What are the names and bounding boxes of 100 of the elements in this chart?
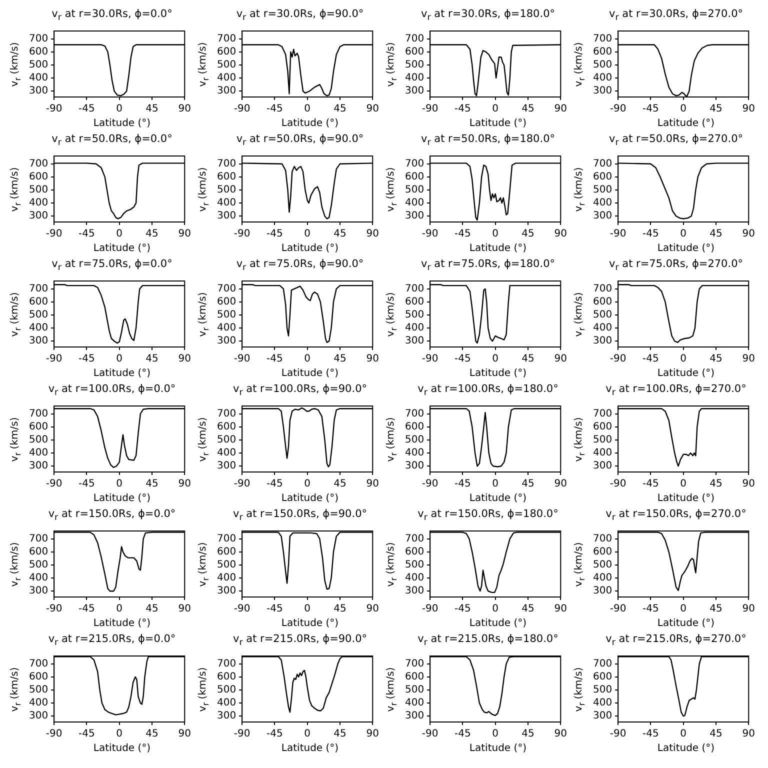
chart-title: v$_{r}$ at r=215.0Rs, ϕ=90.0° [232, 633, 368, 648]
y-tick-label: 400 [404, 198, 424, 209]
y-tick-label: 700 [592, 533, 612, 544]
y-tick-label: 500 [404, 684, 424, 696]
x-axis-title: Latitude (°) [92, 493, 152, 504]
y-tick-label: 400 [28, 198, 48, 209]
y-tick-label: 400 [592, 572, 612, 584]
x-tick-label: -90 [234, 604, 250, 615]
x-tick-label: -45 [266, 604, 283, 615]
x-tick-label: 90 [554, 604, 568, 615]
y-tick-label: 700 [28, 658, 48, 670]
x-tick-label: -45 [266, 228, 283, 240]
x-tick-label: 45 [522, 354, 534, 365]
y-tick-label: 700 [28, 533, 48, 544]
x-axis-title: Latitude (°) [468, 743, 528, 754]
y-tick-label: 300 [592, 460, 612, 472]
y-tick-label: 700 [28, 158, 48, 170]
x-tick-label: -90 [46, 604, 62, 615]
y-tick-label: 600 [404, 422, 424, 433]
y-tick-label: 700 [404, 33, 424, 44]
x-tick-label: 90 [178, 228, 192, 240]
x-tick-label: -90 [234, 228, 250, 240]
y-tick-label: 700 [592, 658, 612, 670]
x-tick-label: -45 [266, 478, 283, 490]
x-axis-title: Latitude (°) [656, 618, 716, 629]
y-tick-label: 300 [28, 586, 48, 597]
y-tick-label: 300 [404, 336, 424, 347]
y-tick-label: 400 [592, 198, 612, 209]
x-tick-label: -45 [266, 354, 283, 365]
y-tick-label: 600 [216, 172, 236, 183]
y-tick-label: 700 [216, 658, 236, 670]
x-tick-label: 0 [492, 728, 499, 740]
y-tick-label: 600 [592, 546, 612, 558]
y-tick-label: 500 [216, 184, 236, 196]
chart-title: v$_{r}$ at r=50.0Rs, ϕ=180.0° [420, 133, 556, 148]
y-tick-label: 500 [28, 684, 48, 696]
chart-title: v$_{r}$ at r=215.0Rs, ϕ=0.0° [47, 633, 177, 648]
y-tick-label: 300 [216, 460, 236, 472]
y-tick-label: 700 [216, 283, 236, 294]
chart-title: v$_{r}$ at r=215.0Rs, ϕ=180.0° [416, 633, 560, 648]
x-tick-label: -90 [46, 354, 62, 365]
y-tick-label: 300 [216, 710, 236, 722]
y-tick-label: 400 [216, 72, 236, 84]
y-tick-label: 500 [216, 560, 236, 571]
y-tick-label: 700 [404, 283, 424, 294]
y-tick-label: 300 [592, 210, 612, 222]
x-tick-label: 0 [680, 228, 687, 240]
chart-title: v$_{r}$ at r=100.0Rs, ϕ=90.0° [232, 383, 368, 398]
y-tick-label: 400 [216, 448, 236, 459]
y-tick-label: 500 [404, 184, 424, 196]
x-tick-label: 0 [492, 228, 499, 240]
x-tick-label: 45 [710, 728, 722, 740]
y-tick-label: 400 [404, 572, 424, 584]
x-axis-title: Latitude (°) [656, 493, 716, 504]
x-tick-label: 0 [116, 478, 123, 490]
y-tick-label: 700 [216, 408, 236, 420]
x-tick-label: 0 [304, 228, 311, 240]
x-tick-label: 90 [366, 104, 380, 115]
y-tick-label: 600 [28, 422, 48, 433]
x-tick-label: -45 [78, 478, 95, 490]
x-tick-label: 90 [554, 728, 568, 740]
y-tick-label: 400 [28, 698, 48, 709]
y-tick-label: 300 [592, 86, 612, 97]
x-tick-label: 0 [116, 604, 123, 615]
x-axis-title: Latitude (°) [468, 493, 528, 504]
y-tick-label: 300 [28, 336, 48, 347]
x-tick-label: -90 [610, 104, 626, 115]
x-axis-title: Latitude (°) [280, 368, 340, 379]
x-tick-label: 0 [680, 478, 687, 490]
y-tick-label: 600 [28, 546, 48, 558]
chart-title: v$_{r}$ at r=75.0Rs, ϕ=0.0° [50, 258, 174, 274]
y-tick-label: 500 [592, 434, 612, 446]
y-tick-label: 600 [216, 546, 236, 558]
chart-title: v$_{r}$ at r=150.0Rs, ϕ=90.0° [232, 508, 368, 524]
x-axis-title: Latitude (°) [468, 618, 528, 629]
x-tick-label: 45 [710, 354, 722, 365]
y-tick-label: 500 [404, 560, 424, 571]
y-tick-label: 600 [404, 672, 424, 683]
x-tick-label: 45 [334, 478, 346, 490]
y-tick-label: 700 [216, 158, 236, 170]
y-tick-label: 600 [404, 46, 424, 58]
y-tick-label: 600 [592, 672, 612, 683]
y-tick-label: 700 [592, 283, 612, 294]
y-tick-label: 500 [216, 684, 236, 696]
x-axis-title: Latitude (°) [656, 118, 716, 129]
y-tick-label: 400 [404, 322, 424, 334]
y-tick-label: 300 [28, 460, 48, 472]
x-tick-label: 45 [334, 354, 346, 365]
y-tick-label: 600 [404, 546, 424, 558]
x-axis-title: Latitude (°) [92, 118, 152, 129]
y-tick-label: 500 [28, 560, 48, 571]
x-axis-title: Latitude (°) [280, 618, 340, 629]
y-tick-label: 700 [404, 408, 424, 420]
x-tick-label: 90 [554, 354, 568, 365]
chart-title: v$_{r}$ at r=100.0Rs, ϕ=180.0° [416, 383, 560, 398]
y-tick-label: 500 [404, 310, 424, 321]
chart-title: v$_{r}$ at r=100.0Rs, ϕ=270.0° [604, 383, 748, 398]
chart-title: v$_{r}$ at r=30.0Rs, ϕ=90.0° [235, 8, 365, 24]
y-tick-label: 600 [592, 172, 612, 183]
x-axis-title: Latitude (°) [92, 618, 152, 629]
